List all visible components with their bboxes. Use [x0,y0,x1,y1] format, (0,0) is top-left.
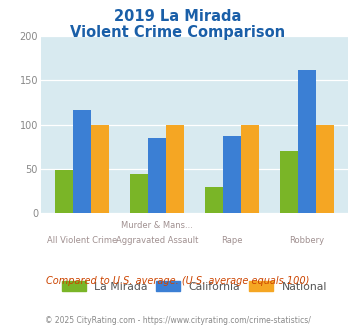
Text: Violent Crime Comparison: Violent Crime Comparison [70,25,285,40]
Bar [130,174,148,213]
Bar [91,124,109,213]
Text: Compared to U.S. average. (U.S. average equals 100): Compared to U.S. average. (U.S. average … [46,276,309,286]
Text: © 2025 CityRating.com - https://www.cityrating.com/crime-statistics/: © 2025 CityRating.com - https://www.city… [45,316,310,325]
Bar [298,70,316,213]
Bar [55,171,73,213]
Text: Aggravated Assault: Aggravated Assault [116,236,198,245]
Text: 2019 La Mirada: 2019 La Mirada [114,9,241,24]
Bar [166,124,184,213]
Bar [241,124,259,213]
Text: Rape: Rape [221,236,242,245]
Bar [73,110,91,213]
Legend: La Mirada, California, National: La Mirada, California, National [58,277,331,296]
Text: Robbery: Robbery [289,236,324,245]
Bar [205,187,223,213]
Bar [280,151,298,213]
Bar [223,136,241,213]
Text: All Violent Crime: All Violent Crime [47,236,117,245]
Bar [148,138,166,213]
Text: Murder & Mans...: Murder & Mans... [121,221,193,230]
Bar [316,124,334,213]
